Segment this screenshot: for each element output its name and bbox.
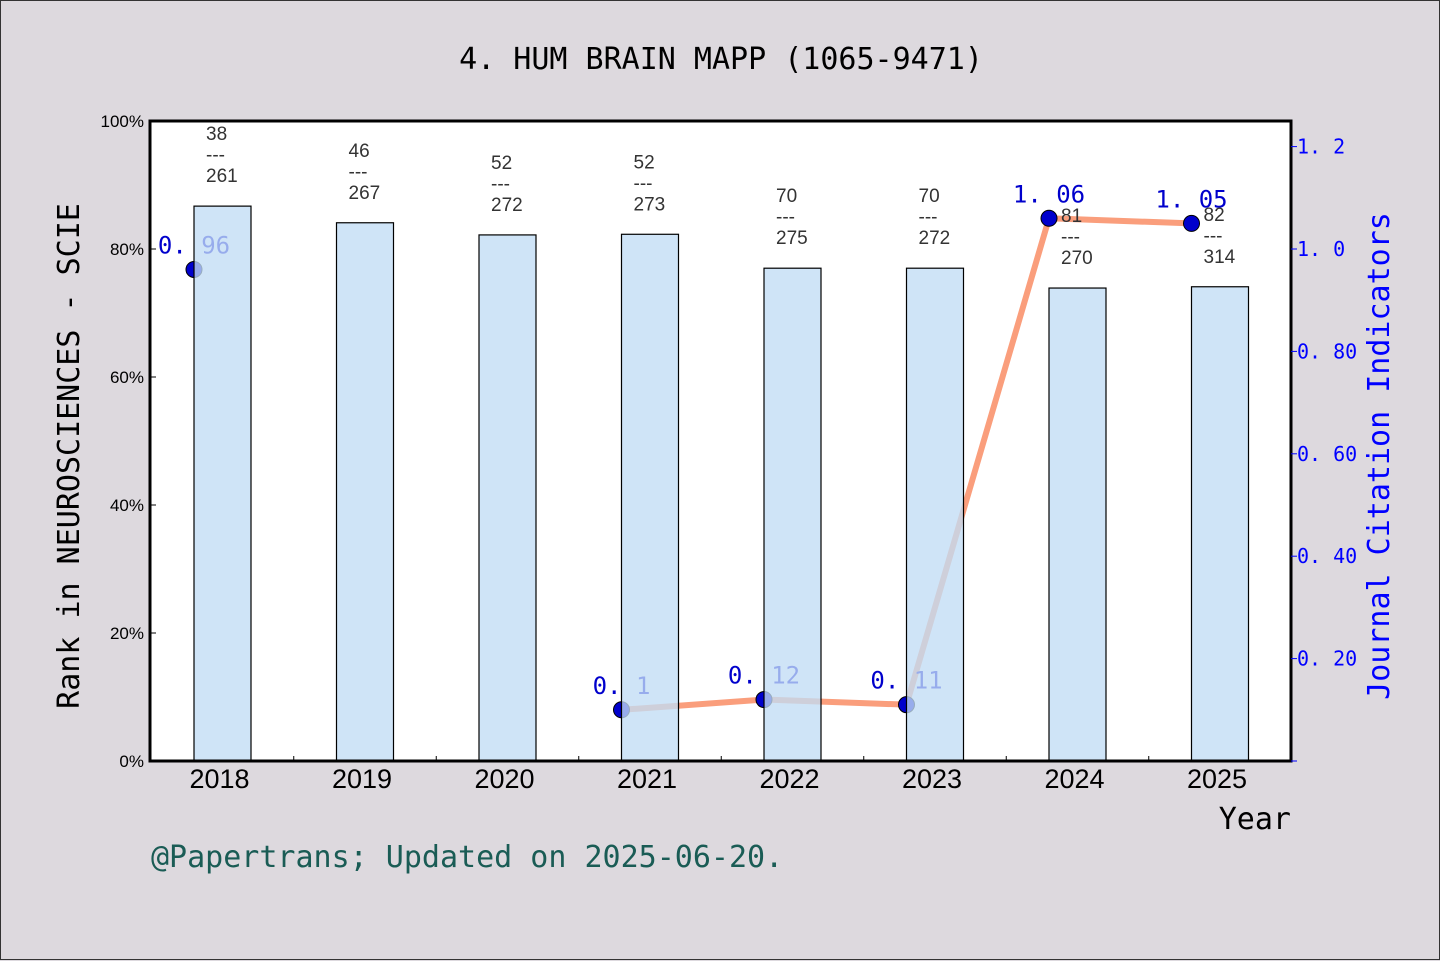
rank-divider: --- <box>919 207 938 228</box>
jci-line-segment <box>1046 215 1195 227</box>
rank-value: 70 <box>776 186 797 207</box>
footer-credit: @Papertrans; Updated on 2025-06-20. <box>151 840 783 875</box>
y2-tick-label: 0. 80 <box>1297 339 1357 363</box>
rank-bar-2020[interactable] <box>478 234 537 762</box>
rank-total: 267 <box>349 183 381 204</box>
rank-divider: --- <box>1204 226 1223 247</box>
rank-divider: --- <box>349 162 368 183</box>
x-tick-label: 2024 <box>1044 764 1104 794</box>
right-y-axis: 0. 20 0. 40 0. 60 0. 80 1. 0 1. 2 <box>1291 135 1357 762</box>
rank-bar-2024[interactable] <box>1048 287 1107 762</box>
rank-total: 314 <box>1204 247 1236 268</box>
x-tick-label: 2020 <box>474 764 534 794</box>
y-tick-label: 60% <box>110 368 144 387</box>
rank-bar-2025[interactable] <box>1190 286 1250 762</box>
jci-marker[interactable] <box>1183 214 1200 232</box>
y-tick-label: 0% <box>119 752 144 771</box>
rank-value: 52 <box>491 153 512 174</box>
rank-total: 270 <box>1061 248 1093 269</box>
y2-axis-label: Journal Citation Indicators <box>1362 212 1397 700</box>
rank-value: 81 <box>1061 206 1082 227</box>
rank-divider: --- <box>491 174 510 195</box>
rank-bar-2021[interactable] <box>620 233 680 762</box>
jci-value-label: 1. 06 <box>1013 180 1085 208</box>
rank-bar-2023[interactable] <box>905 267 965 762</box>
rank-bar-2019[interactable] <box>335 222 395 762</box>
x-tick-label: 2022 <box>759 764 819 794</box>
rank-fraction-label: 82---314 <box>1204 205 1236 268</box>
y-tick-label: 20% <box>110 624 144 643</box>
rank-divider: --- <box>776 207 795 228</box>
rank-value: 82 <box>1204 205 1225 226</box>
x-axis: 2018 2019 2020 2021 2022 2023 2024 2025 <box>189 756 1247 794</box>
rank-total: 272 <box>491 195 523 216</box>
rank-fraction-label: 52---272 <box>491 153 523 216</box>
y-tick-label: 100% <box>101 112 144 131</box>
left-y-axis: 0% 20% 40% 60% 80% 100% <box>101 112 156 771</box>
x-tick-label: 2019 <box>332 764 392 794</box>
rank-fraction-label: 70---272 <box>919 186 951 249</box>
plot-area <box>150 121 1291 761</box>
rank-fraction-label: 70---275 <box>776 186 808 249</box>
y2-tick-label: 0. 40 <box>1297 544 1357 568</box>
rank-value: 52 <box>634 152 655 173</box>
rank-divider: --- <box>206 145 225 166</box>
x-tick-label: 2023 <box>902 764 962 794</box>
rank-total: 275 <box>776 228 808 249</box>
rank-total: 273 <box>634 194 666 215</box>
chart-title: 4. HUM BRAIN MAPP (1065-9471) <box>459 42 983 77</box>
x-tick-label: 2021 <box>617 764 677 794</box>
rank-value: 38 <box>206 124 227 145</box>
y2-tick-label: 0. 60 <box>1297 442 1357 466</box>
rank-value: 46 <box>349 141 370 162</box>
y-tick-label: 80% <box>110 240 144 259</box>
rank-value: 70 <box>919 186 940 207</box>
y2-tick-label: 1. 2 <box>1297 135 1345 159</box>
y-axis-label: Rank in NEUROSCIENCES - SCIE <box>52 203 87 709</box>
y2-tick-label: 0. 20 <box>1297 647 1357 671</box>
rank-fraction-label: 46---267 <box>349 141 381 204</box>
rank-bar-2018[interactable] <box>193 205 252 762</box>
rank-divider: --- <box>634 173 653 194</box>
rank-fraction-label: 81---270 <box>1061 206 1093 269</box>
rank-bar-2022[interactable] <box>763 267 822 762</box>
rank-total: 261 <box>206 166 238 187</box>
x-tick-label: 2025 <box>1187 764 1247 794</box>
plot-frame <box>148 119 1293 763</box>
rank-total: 272 <box>919 228 951 249</box>
y2-tick-label: 1. 0 <box>1297 237 1345 261</box>
rank-fraction-label: 52---273 <box>634 152 666 215</box>
jci-marker[interactable] <box>1040 209 1058 227</box>
rank-divider: --- <box>1061 227 1080 248</box>
rank-fraction-label: 38---261 <box>206 124 238 187</box>
x-tick-label: 2018 <box>189 764 249 794</box>
x-axis-label: Year <box>1219 802 1291 837</box>
jci-value-label: 1. 05 <box>1155 185 1227 213</box>
y-tick-label: 40% <box>110 496 144 515</box>
